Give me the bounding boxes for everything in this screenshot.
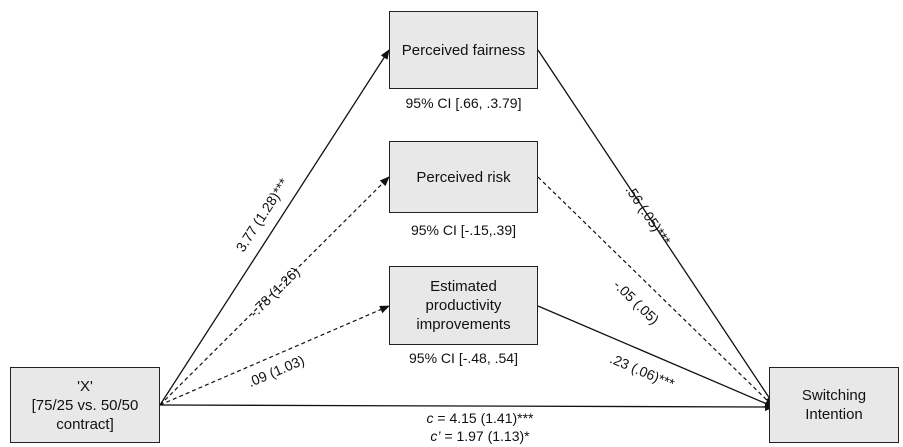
node-estimated-productivity: Estimated productivity improvements: [389, 266, 538, 345]
node-productivity-line-1: Estimated: [430, 278, 497, 295]
node-perceived-fairness: Perceived fairness: [389, 11, 538, 89]
node-switching-line-1: Switching: [801, 387, 867, 404]
ci-risk: 95% CI [-.15,.39]: [410, 222, 517, 238]
ci-fairness: 95% CI [.66, .3.79]: [405, 95, 522, 111]
arrow-fairness-to-switching: [537, 49, 775, 406]
direct-effect-symbol: c’: [430, 428, 441, 444]
node-fairness-label: Perceived fairness: [401, 41, 526, 59]
arrow-productivity-to-switching: [537, 305, 775, 408]
node-x-line-1: 'X': [77, 377, 93, 395]
total-effect: c = 4.15 (1.41)***: [380, 410, 580, 426]
node-x-line-3: contract]: [56, 415, 114, 433]
arrow-x-to-switching: [159, 402, 775, 411]
node-perceived-risk: Perceived risk: [389, 141, 538, 213]
arrow-x-to-fairness: [159, 49, 390, 406]
direct-effect-value: = 1.97 (1.13)*: [440, 428, 530, 444]
total-effect-symbol: c: [426, 410, 434, 426]
arrow-x-to-risk: [159, 176, 390, 406]
node-x: 'X' [75/25 vs. 50/50 contract]: [10, 367, 160, 443]
node-x-line-2: [75/25 vs. 50/50: [31, 396, 139, 414]
ci-productivity: 95% CI [-.48, .54]: [409, 350, 518, 366]
arrow-x-to-productivity: [159, 305, 390, 406]
node-risk-label: Perceived risk: [416, 168, 511, 186]
arrow-risk-to-switching: [537, 176, 775, 408]
direct-effect: c’ = 1.97 (1.13)*: [380, 428, 580, 444]
node-switching-intention: Switching Intention: [769, 367, 899, 443]
node-productivity-line-3: improvements: [416, 316, 511, 333]
node-switching-line-2: Intention: [805, 406, 863, 423]
total-effect-value: = 4.15 (1.41)***: [433, 410, 534, 426]
node-productivity-line-2: productivity: [425, 297, 502, 314]
